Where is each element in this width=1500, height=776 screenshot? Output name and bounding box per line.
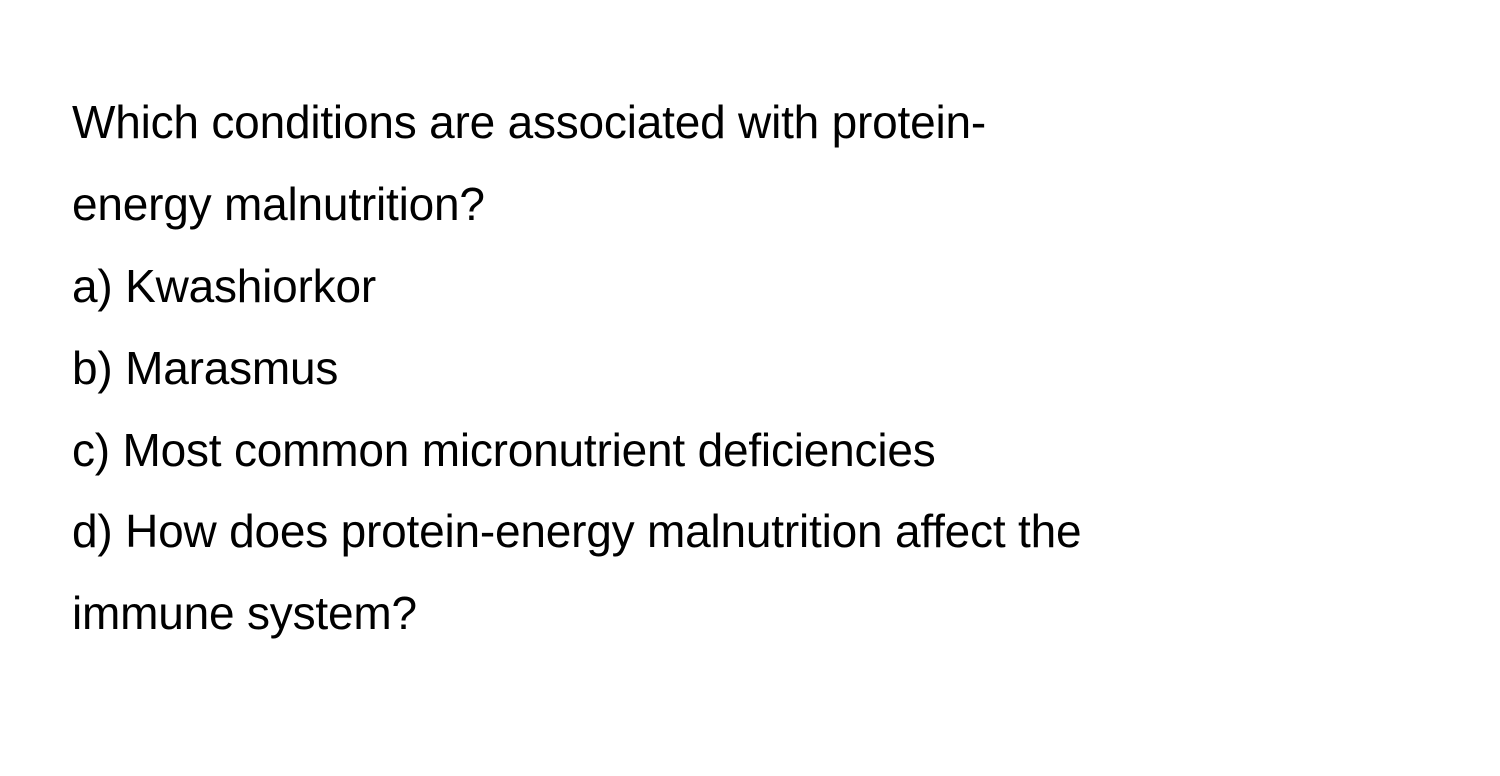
question-line-1: Which conditions are associated with pro…	[72, 82, 1428, 164]
option-d-line-1: d) How does protein-energy malnutrition …	[72, 491, 1428, 573]
option-c: c) Most common micronutrient deficiencie…	[72, 410, 1428, 492]
question-line-2: energy malnutrition?	[72, 164, 1428, 246]
option-b: b) Marasmus	[72, 328, 1428, 410]
option-a: a) Kwashiorkor	[72, 246, 1428, 328]
question-block: Which conditions are associated with pro…	[0, 0, 1500, 655]
option-d-line-2: immune system?	[72, 573, 1428, 655]
